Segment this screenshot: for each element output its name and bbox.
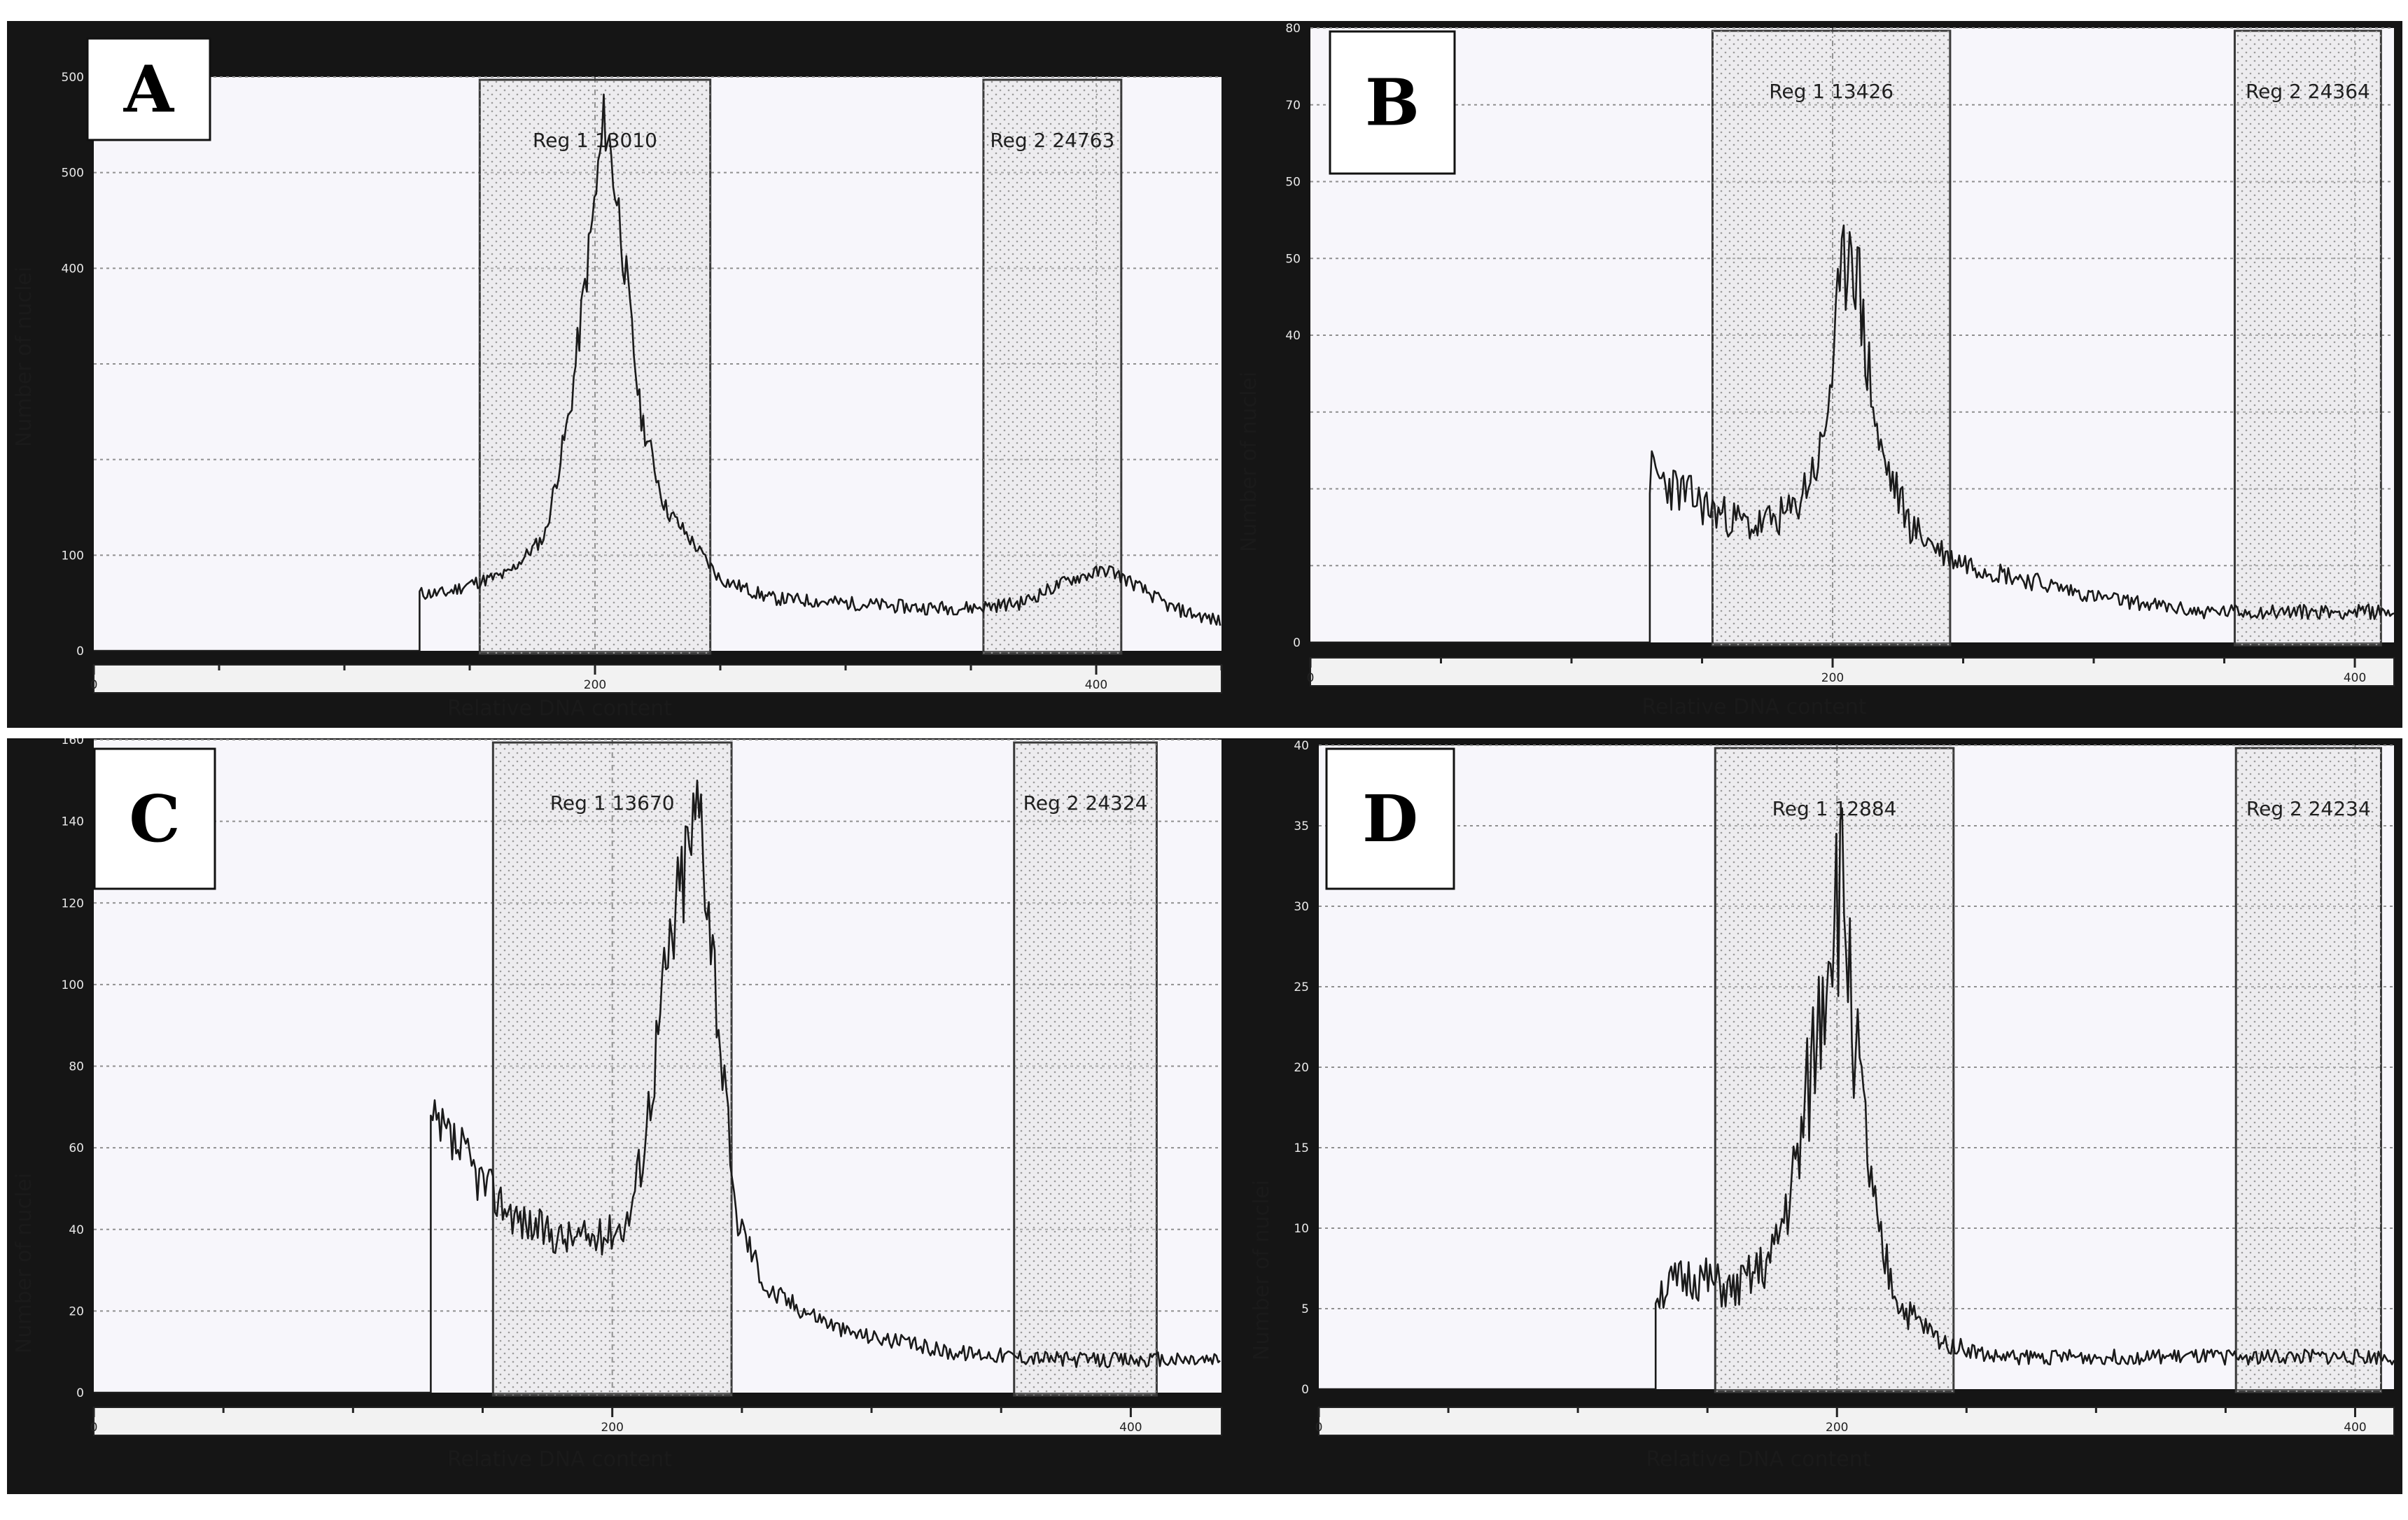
panel-letter: C xyxy=(129,781,180,857)
y-tick-label: 70 xyxy=(1285,99,1301,113)
y-tick-label: 35 xyxy=(1294,819,1309,833)
region-label: Reg 2 24364 xyxy=(2246,80,2370,103)
x-tick-label: 400 xyxy=(1119,1421,1142,1435)
panel-letter-box xyxy=(1329,30,1456,175)
y-tick-label: 40 xyxy=(1294,739,1309,753)
chart-svg: 0 100 400 500 500 Reg 1 13010 Reg 2 24763 0 200 4… xyxy=(7,21,1232,728)
x-tick-label: 400 xyxy=(2344,1421,2366,1435)
x-tick-label: 0 xyxy=(90,678,98,692)
panel-letter-box xyxy=(86,37,211,141)
region-label: Reg 2 24763 xyxy=(990,129,1114,152)
panel-letter: D xyxy=(1362,781,1418,857)
x-tick-label: 400 xyxy=(2344,671,2366,685)
y-tick-label: 0 xyxy=(1301,1383,1309,1397)
chart-svg: 0 5 10 15 20 25 30 35 40 Reg 1 12884 Reg 2 24234 0 2… xyxy=(1232,738,2402,1494)
y-tick-label: 400 xyxy=(62,262,84,276)
panel-letter-box xyxy=(93,747,216,890)
x-tick-label: 400 xyxy=(1085,678,1107,692)
y-tick-label: 10 xyxy=(1294,1222,1309,1236)
y-tick-label: 120 xyxy=(62,896,84,910)
x-axis-label: Relative DNA content xyxy=(1646,1447,1871,1472)
histogram-trace xyxy=(1310,224,2395,644)
x-tick-label: 200 xyxy=(584,678,606,692)
y-axis-label: Number of nuclei xyxy=(1250,1180,1274,1360)
region-gate-pattern xyxy=(493,743,732,1395)
region-gate-pattern xyxy=(983,80,1121,654)
y-tick-label: 60 xyxy=(69,1141,84,1155)
region-label: Reg 1 13426 xyxy=(1769,80,1893,103)
region-label: Reg 2 24234 xyxy=(2246,797,2371,820)
y-tick-label: 5 xyxy=(1301,1302,1309,1316)
y-tick-label: 160 xyxy=(62,738,84,747)
x-tick-label: 0 xyxy=(90,1421,98,1435)
histogram-panel-c: 0 20 40 60 80 100 120 140 160 Reg 1 13670 Reg 2 24… xyxy=(7,738,1232,1494)
y-tick-label: 80 xyxy=(69,1060,84,1074)
panel-letter: A xyxy=(123,52,175,127)
y-tick-label: 50 xyxy=(1285,252,1301,266)
region-gate-pattern xyxy=(1715,748,1954,1392)
region-label: Reg 1 13010 xyxy=(533,129,657,152)
y-tick-label: 80 xyxy=(1285,22,1301,36)
y-tick-label: 25 xyxy=(1294,980,1309,994)
x-tick-label: 0 xyxy=(1315,1421,1323,1435)
y-tick-label: 100 xyxy=(62,978,84,992)
y-axis-label: Number of nuclei xyxy=(12,267,36,447)
y-tick-label: 0 xyxy=(76,645,84,659)
y-tick-label: 40 xyxy=(69,1223,84,1237)
y-tick-label: 40 xyxy=(1285,329,1301,343)
histogram-panel-b: 0 40 50 50 70 80 Reg 1 13426 Reg 2 24364 0 200 400… xyxy=(1232,21,2402,728)
y-tick-label: 30 xyxy=(1294,900,1309,914)
x-axis-strip xyxy=(1318,1407,2395,1436)
x-axis-label: Relative DNA content xyxy=(1642,695,1867,719)
y-tick-label: 15 xyxy=(1294,1141,1309,1155)
histogram-trace xyxy=(1319,807,2395,1391)
y-tick-label: 0 xyxy=(1293,636,1301,650)
region-gate-pattern xyxy=(2236,748,2381,1392)
region-label: Reg 1 12884 xyxy=(1772,797,1897,820)
region-label: Reg 2 24324 xyxy=(1023,791,1148,815)
histogram-panel-d: 0 5 10 15 20 25 30 35 40 Reg 1 12884 Reg 2 24234 0 2… xyxy=(1232,738,2402,1494)
y-axis-label: Number of nuclei xyxy=(1237,372,1261,552)
region-gate-pattern xyxy=(1712,31,1950,645)
x-axis-strip xyxy=(93,664,1222,694)
y-tick-label: 20 xyxy=(1294,1061,1309,1075)
chart-svg: 0 40 50 50 70 80 Reg 1 13426 Reg 2 24364 0 200 400… xyxy=(1232,21,2402,728)
y-tick-label: 0 xyxy=(76,1386,84,1400)
x-tick-label: 200 xyxy=(601,1421,623,1435)
x-axis-strip xyxy=(1310,657,2395,687)
x-axis-strip xyxy=(93,1407,1222,1436)
region-gate-pattern xyxy=(479,80,710,654)
x-tick-label: 200 xyxy=(1821,671,1844,685)
y-axis-label: Number of nuclei xyxy=(12,1173,36,1353)
y-tick-label: 500 xyxy=(62,71,84,85)
region-gate-pattern xyxy=(1014,743,1157,1395)
histogram-panel-a: 0 100 400 500 500 Reg 1 13010 Reg 2 24763 0 200 4… xyxy=(7,21,1232,728)
panel-letter: B xyxy=(1365,65,1420,141)
y-tick-label: 100 xyxy=(62,549,84,563)
x-axis-label: Relative DNA content xyxy=(447,1447,672,1472)
y-tick-label: 140 xyxy=(62,815,84,829)
panel-letter-box xyxy=(1325,747,1455,890)
region-label: Reg 1 13670 xyxy=(550,791,675,815)
region-gate-pattern xyxy=(2234,31,2381,645)
x-tick-label: 0 xyxy=(1307,671,1315,685)
y-tick-label: 20 xyxy=(69,1304,84,1318)
histogram-trace xyxy=(94,93,1222,652)
y-tick-label: 50 xyxy=(1285,176,1301,190)
y-tick-label: 500 xyxy=(62,167,84,181)
histogram-trace xyxy=(94,780,1221,1394)
chart-svg: 0 20 40 60 80 100 120 140 160 Reg 1 13670 Reg 2 24… xyxy=(7,738,1232,1494)
x-tick-label: 200 xyxy=(1826,1421,1848,1435)
x-axis-label: Relative DNA content xyxy=(447,696,672,721)
